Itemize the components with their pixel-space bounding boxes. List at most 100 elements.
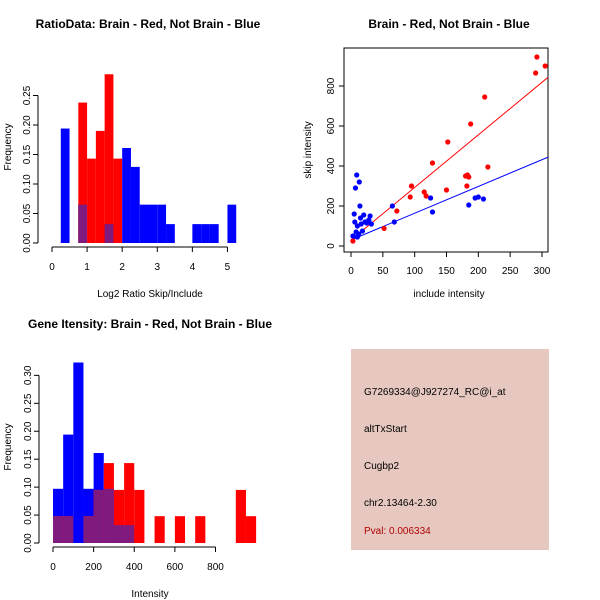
point-brain xyxy=(464,183,470,189)
scatter-plot-box xyxy=(343,47,549,253)
point-brain xyxy=(533,70,539,76)
y-tick-label: 0.30 xyxy=(23,365,34,385)
bar-overlap xyxy=(83,516,94,543)
y-tick-label: 0.15 xyxy=(22,144,33,164)
y-tick-label: 0.15 xyxy=(23,449,34,469)
y-tick-label: 0.25 xyxy=(23,393,34,413)
point-not-brain xyxy=(350,233,356,239)
bar-not-brain xyxy=(73,362,84,543)
bar-brain xyxy=(134,489,145,543)
point-not-brain xyxy=(480,196,487,202)
x-tick-label: 800 xyxy=(207,562,224,573)
x-tick-label: 5 xyxy=(225,262,231,273)
x-tick-label: 1 xyxy=(84,262,90,273)
bar-overlap xyxy=(124,525,135,543)
bar-not-brain xyxy=(227,204,237,243)
bar-brain xyxy=(154,516,165,543)
ratio-histogram-axes: 0.00 0.05 0.10 0.15 0.20 0.25 0 1 2 3 4 5 xyxy=(22,85,231,273)
point-not-brain xyxy=(391,219,397,225)
x-tick-label: 0 xyxy=(49,262,55,273)
point-not-brain xyxy=(354,223,360,229)
intensity-histogram-ylabel: Frequency xyxy=(3,423,14,470)
point-not-brain xyxy=(366,217,372,223)
point-not-brain xyxy=(367,213,373,219)
point-not-brain xyxy=(389,203,395,209)
ratio-histogram-ylabel: Frequency xyxy=(3,123,14,170)
x-tick-label: 0 xyxy=(50,562,56,573)
bar-overlap xyxy=(103,488,114,543)
point-brain xyxy=(421,189,427,195)
ratio-histogram-xlabel: Log2 Ratio Skip/Include xyxy=(97,289,203,300)
bar-brain xyxy=(174,516,186,543)
scatter-xlabel: include intensity xyxy=(413,289,484,300)
point-not-brain xyxy=(466,202,472,208)
y-tick-label: 0.00 xyxy=(23,533,34,553)
bar-not-brain xyxy=(53,488,64,543)
scatter-points xyxy=(350,54,548,244)
point-not-brain xyxy=(429,209,436,215)
y-tick-label: 600 xyxy=(326,117,337,134)
bar-brain xyxy=(195,516,206,543)
point-brain xyxy=(429,160,436,166)
bar-brain xyxy=(78,102,88,243)
point-not-brain xyxy=(356,231,362,237)
bar-not-brain xyxy=(157,204,167,243)
point-brain xyxy=(407,194,413,200)
bar-brain xyxy=(235,489,246,543)
intensity-histogram-panel: Gene Itensity: Brain - Red, Not Brain - … xyxy=(3,317,272,600)
bar-brain xyxy=(124,463,135,543)
gene-name-text: Cugbp2 xyxy=(364,461,400,472)
bar-brain xyxy=(104,74,114,243)
x-tick-label: 250 xyxy=(502,266,519,277)
x-tick-label: 200 xyxy=(470,266,487,277)
y-tick-label: 0.25 xyxy=(22,85,33,105)
bar-not-brain xyxy=(122,148,131,243)
info-box: G7269334@J927274_RC@i_at altTxStart Cugb… xyxy=(351,349,549,550)
y-tick-label: 0.10 xyxy=(23,477,34,497)
ratio-histogram-bars xyxy=(60,74,237,243)
coordinates-text: chr2.13464-2.30 xyxy=(364,498,437,509)
point-not-brain xyxy=(427,195,434,201)
bar-brain xyxy=(113,489,125,543)
y-tick-label: 0.20 xyxy=(22,115,33,135)
probe-id-text: G7269334@J927274_RC@i_at xyxy=(364,387,506,398)
bar-overlap xyxy=(93,489,104,543)
scatter-panel: Brain - Red, Not Brain - Blue include in… xyxy=(303,17,551,300)
intensity-histogram-axes: 0.00 0.05 0.10 0.15 0.20 0.25 0.30 0 200 400 600 80… xyxy=(23,365,224,573)
bar-not-brain xyxy=(139,204,149,243)
y-tick-label: 0.10 xyxy=(22,174,33,194)
point-not-brain xyxy=(368,221,374,227)
point-brain xyxy=(534,54,540,60)
point-brain xyxy=(443,187,450,193)
y-tick-label: 200 xyxy=(326,197,337,214)
bar-overlap xyxy=(113,525,125,543)
y-tick-label: 0.05 xyxy=(23,505,34,525)
x-tick-label: 100 xyxy=(406,266,423,277)
intensity-histogram-bars xyxy=(53,362,257,543)
point-not-brain xyxy=(358,221,364,227)
point-brain xyxy=(394,208,400,214)
ratio-histogram-title: RatioData: Brain - Red, Not Brain - Blue xyxy=(36,17,261,31)
y-tick-label: 0.00 xyxy=(22,233,33,253)
ratio-histogram-panel: RatioData: Brain - Red, Not Brain - Blue… xyxy=(3,17,261,300)
bar-overlap xyxy=(104,224,114,243)
point-not-brain xyxy=(351,211,357,217)
x-tick-label: 600 xyxy=(167,562,184,573)
point-brain xyxy=(542,63,548,69)
scatter-fit-lines xyxy=(350,76,548,241)
x-tick-label: 300 xyxy=(534,266,551,277)
pval-text: Pval: 0.006334 xyxy=(364,526,431,537)
point-not-brain xyxy=(352,185,359,191)
event-type-text: altTxStart xyxy=(364,424,407,435)
fit-line-brain xyxy=(350,76,548,241)
x-tick-label: 3 xyxy=(154,262,160,273)
bar-overlap xyxy=(53,516,64,543)
intensity-histogram-xlabel: Intensity xyxy=(131,589,168,600)
point-brain xyxy=(466,174,472,180)
scatter-ylabel: skip intensity xyxy=(303,121,314,178)
point-brain xyxy=(423,193,429,199)
bar-not-brain xyxy=(166,224,175,243)
point-not-brain xyxy=(359,228,366,234)
bar-brain xyxy=(113,158,123,243)
bar-brain xyxy=(87,158,96,243)
